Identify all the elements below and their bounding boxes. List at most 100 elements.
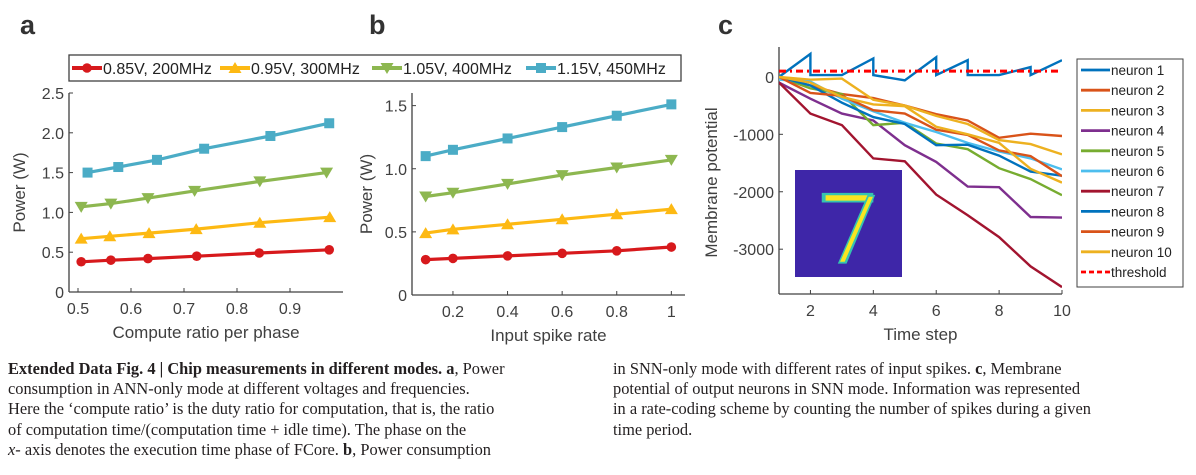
panel-a: a00.51.01.52.02.50.5 0.6 0.7 0.8 0.9Compute … xyxy=(10,10,343,342)
x-tick-label: 1 xyxy=(667,304,676,321)
x-axis-label: Time step xyxy=(883,325,957,344)
digit-stroke xyxy=(825,195,872,201)
y-axis-label: Power (W) xyxy=(357,154,376,234)
series-line-0-95v-300mhz xyxy=(81,215,330,241)
legend-box xyxy=(1076,58,1184,288)
legend-label: neuron 4 xyxy=(1111,124,1165,139)
data-point-marker xyxy=(380,63,394,74)
data-point-marker xyxy=(82,167,93,178)
inset-digit-image xyxy=(795,170,902,277)
caption-line: of computation time/(computation time + … xyxy=(8,419,467,439)
data-point-marker xyxy=(188,185,202,197)
legend-ab: 0.85V, 200MHz 0.95V, 300MHz 1.05V, 400MHz 1… xyxy=(68,54,682,82)
data-point-marker xyxy=(501,178,515,190)
data-point-marker xyxy=(265,130,276,141)
y-tick-label: -3000 xyxy=(733,242,774,259)
data-point-marker xyxy=(419,191,433,203)
data-point-marker xyxy=(113,162,124,173)
data-point-marker xyxy=(74,232,88,244)
legend-label: neuron 2 xyxy=(1111,83,1164,98)
data-point-marker xyxy=(82,63,92,73)
series-line-neuron-1 xyxy=(779,51,1062,82)
x-tick-label: 2 xyxy=(806,303,815,320)
figure: a00.51.01.52.02.50.5 0.6 0.7 0.8 0.9Compute … xyxy=(10,10,1184,345)
x-axis-label: Compute ratio per phase xyxy=(112,323,299,342)
caption-line: Here the ‘compute ratio’ is the duty rat… xyxy=(8,399,495,419)
data-point-marker xyxy=(323,211,337,223)
data-point-marker xyxy=(324,118,335,129)
x-tick-label: 0.8 xyxy=(226,301,248,318)
series-line-1-05v-400mhz xyxy=(425,158,672,199)
y-tick-label: 1.0 xyxy=(385,162,407,179)
data-point-marker xyxy=(666,99,677,110)
data-point-marker xyxy=(666,242,677,252)
x-tick-label: 0.6 xyxy=(551,304,573,321)
data-point-marker xyxy=(420,254,431,265)
y-tick-label: 0 xyxy=(55,285,64,302)
series-line-neuron-10 xyxy=(779,75,1062,184)
data-point-marker xyxy=(76,256,86,267)
x-tick-label: 0.5 xyxy=(67,301,89,318)
legend-label: neuron 7 xyxy=(1111,184,1164,199)
data-point-marker xyxy=(557,248,567,259)
y-tick-label: 2.5 xyxy=(42,86,64,103)
x-tick-label: 0.9 xyxy=(279,301,301,318)
x-tick-label: 8 xyxy=(995,303,1004,320)
inset-background xyxy=(795,170,902,277)
data-point-marker xyxy=(502,133,513,144)
legend-label: neuron 10 xyxy=(1111,245,1172,260)
y-tick-label: -1000 xyxy=(733,127,774,144)
legend-label: 1.05V, 400MHz xyxy=(403,61,512,78)
caption-line: time period. xyxy=(613,419,693,439)
x-tick-label: 0.8 xyxy=(606,304,628,321)
caption-line: x- axis denotes the execution time phase… xyxy=(8,439,491,459)
series-line-0-85v-200mhz xyxy=(81,248,330,264)
data-point-marker xyxy=(446,187,460,199)
data-point-marker xyxy=(143,253,153,264)
legend-label: neuron 3 xyxy=(1111,103,1164,118)
panel-label: c xyxy=(718,10,733,40)
data-point-marker xyxy=(106,255,116,265)
panel-c: c 0 -1000 -2000 -3000 2 4 6 8 10 Time step Membrane… xyxy=(702,10,1071,344)
data-point-marker xyxy=(253,216,267,228)
caption-right-column: in SNN-only mode with different rates of… xyxy=(613,359,1193,440)
y-tick-label: 0 xyxy=(398,288,407,305)
caption-line: potential of output neurons in SNN mode.… xyxy=(613,379,1081,399)
legend-label: 0.95V, 300MHz xyxy=(251,61,360,78)
data-point-marker xyxy=(502,251,513,261)
y-axis-label: Power (W) xyxy=(10,152,29,232)
x-tick-label: 0.2 xyxy=(442,304,464,321)
data-point-marker xyxy=(151,154,162,165)
data-point-marker xyxy=(448,253,458,264)
series-line-neuron-4 xyxy=(779,81,1062,219)
data-point-marker xyxy=(74,201,88,213)
series-line-neuron-2 xyxy=(779,75,1062,140)
legend-label: 1.15V, 450MHz xyxy=(557,61,666,78)
data-point-marker xyxy=(555,213,569,225)
y-tick-label: 0.5 xyxy=(42,245,64,262)
data-point-marker xyxy=(324,245,335,255)
data-point-marker xyxy=(253,176,267,188)
data-point-marker xyxy=(142,227,156,239)
data-point-marker xyxy=(447,144,458,155)
legend-label: neuron 6 xyxy=(1111,164,1164,179)
legend-label: 0.85V, 200MHz xyxy=(103,61,212,78)
x-tick-label: 0.6 xyxy=(120,301,142,318)
data-point-marker xyxy=(103,230,117,242)
data-point-marker xyxy=(611,246,622,256)
panel-label: b xyxy=(369,10,386,40)
x-tick-label: 6 xyxy=(932,303,941,320)
data-point-marker xyxy=(199,143,210,154)
y-tick-label: 1.5 xyxy=(42,166,64,183)
data-point-marker xyxy=(536,63,546,73)
x-axis-label: Input spike rate xyxy=(490,326,606,345)
data-point-marker xyxy=(611,110,622,121)
y-tick-label: -2000 xyxy=(733,185,774,202)
digit-stroke xyxy=(840,196,873,262)
data-point-marker xyxy=(189,223,203,235)
data-point-marker xyxy=(501,218,515,230)
series-line-1-15v-450mhz xyxy=(425,102,672,158)
series-line-neuron-3 xyxy=(779,75,1062,156)
data-point-marker xyxy=(320,167,334,179)
series-line-0-95v-300mhz xyxy=(425,207,672,235)
